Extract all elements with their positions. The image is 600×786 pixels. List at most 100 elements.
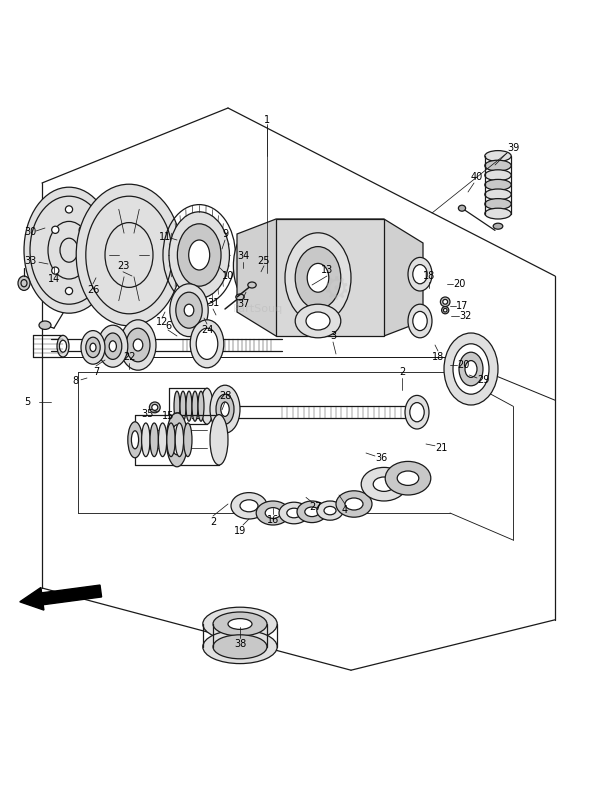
Ellipse shape [240,500,258,512]
Ellipse shape [228,619,252,630]
Ellipse shape [485,189,511,200]
Ellipse shape [256,501,290,525]
Text: 21: 21 [435,443,447,454]
Text: 2: 2 [399,367,405,377]
Text: 30: 30 [24,227,36,237]
Text: 6: 6 [165,321,171,331]
Ellipse shape [485,208,511,219]
Ellipse shape [150,423,158,457]
Ellipse shape [98,325,128,367]
Ellipse shape [186,391,192,421]
Ellipse shape [131,431,139,449]
Circle shape [52,226,59,233]
Ellipse shape [465,361,477,377]
Text: 16: 16 [267,515,279,525]
Text: 1: 1 [264,115,270,125]
Ellipse shape [444,333,498,405]
Text: 25: 25 [258,256,270,266]
Text: 8: 8 [72,376,78,386]
Text: 35: 35 [141,409,153,419]
Ellipse shape [413,265,427,284]
Ellipse shape [385,461,431,495]
Ellipse shape [493,223,503,230]
Circle shape [442,307,449,314]
Ellipse shape [216,395,234,424]
Text: 29: 29 [477,375,489,385]
Ellipse shape [297,501,327,523]
Text: 28: 28 [219,391,231,401]
Circle shape [443,299,448,304]
Text: 9: 9 [222,229,228,239]
Text: ⚙: ⚙ [322,277,350,306]
Ellipse shape [213,635,267,659]
Ellipse shape [86,337,100,358]
Ellipse shape [295,247,341,309]
Text: 17: 17 [456,301,468,311]
Ellipse shape [248,282,256,288]
Ellipse shape [485,199,511,209]
Text: PartSouq: PartSouq [233,304,283,314]
Ellipse shape [109,341,116,351]
Ellipse shape [190,320,224,368]
Circle shape [65,206,73,213]
Text: 14: 14 [48,274,60,284]
Ellipse shape [59,340,67,352]
Circle shape [443,308,447,312]
Circle shape [52,267,59,274]
Ellipse shape [410,402,424,422]
Text: 7: 7 [93,367,99,377]
Ellipse shape [265,508,281,519]
Ellipse shape [142,423,150,457]
Ellipse shape [81,331,105,364]
Text: 36: 36 [375,453,387,463]
Polygon shape [276,219,384,336]
FancyArrow shape [20,585,101,610]
Ellipse shape [236,294,244,300]
Text: 4: 4 [342,505,348,515]
Ellipse shape [361,468,407,501]
Ellipse shape [285,233,351,323]
Ellipse shape [262,248,279,284]
Ellipse shape [175,423,184,457]
Text: 27: 27 [309,502,321,512]
Ellipse shape [196,329,218,359]
Ellipse shape [184,304,194,316]
Ellipse shape [453,343,489,395]
Text: 10: 10 [222,271,234,281]
Ellipse shape [221,402,229,417]
Text: 3: 3 [330,331,336,341]
Ellipse shape [408,257,432,291]
Circle shape [79,267,86,274]
Text: 23: 23 [117,261,129,271]
Ellipse shape [213,612,267,636]
Text: 22: 22 [123,352,135,362]
Text: 32: 32 [459,311,471,321]
Ellipse shape [170,284,208,336]
Ellipse shape [171,424,183,455]
Ellipse shape [275,254,287,277]
Ellipse shape [307,263,329,292]
Text: 39: 39 [507,143,519,153]
Ellipse shape [413,311,427,331]
Text: 19: 19 [234,526,246,536]
Text: 37: 37 [237,299,249,309]
Ellipse shape [167,423,175,457]
Ellipse shape [324,506,336,515]
Ellipse shape [184,423,192,457]
Ellipse shape [210,385,240,433]
Text: 18: 18 [432,352,444,362]
Ellipse shape [133,339,143,351]
Circle shape [152,405,158,410]
Text: 13: 13 [321,265,333,275]
Ellipse shape [176,292,202,329]
Text: 12: 12 [156,318,168,327]
Ellipse shape [189,240,210,270]
Ellipse shape [203,630,277,663]
Ellipse shape [18,276,30,290]
Ellipse shape [231,493,267,519]
Ellipse shape [373,477,395,491]
Ellipse shape [287,509,301,518]
Ellipse shape [178,224,221,286]
Ellipse shape [345,498,363,510]
Ellipse shape [485,170,511,181]
